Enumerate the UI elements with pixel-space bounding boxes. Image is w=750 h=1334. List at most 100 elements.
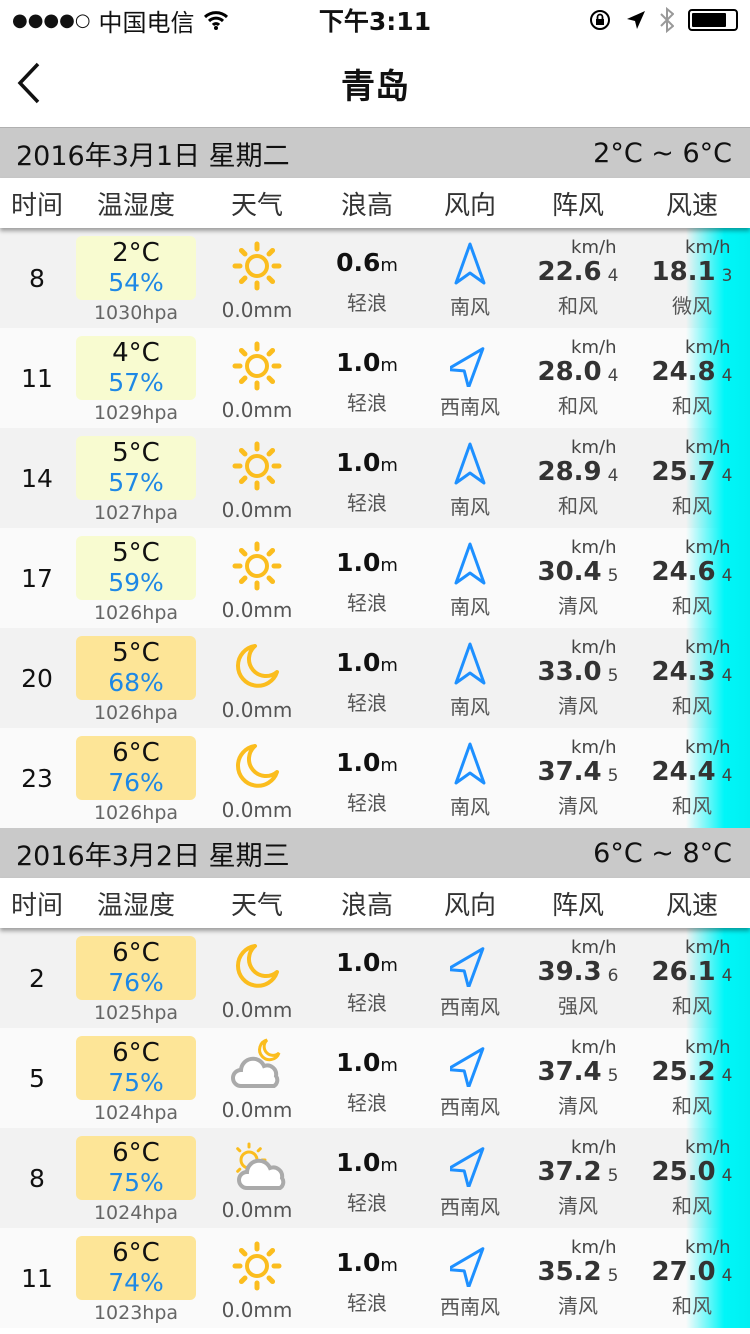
wave-unit: m xyxy=(380,555,398,576)
speed-unit: km/h xyxy=(685,537,731,558)
wind-direction-arrow-icon xyxy=(450,346,485,387)
forecast-row[interactable]: 11 4°C 57% 1029hpa 0.0mm 1.0m 轻浪 西南风 km/h 28… xyxy=(0,328,750,428)
gust-value: 30.4 xyxy=(537,557,602,587)
speed-desc: 微风 xyxy=(671,294,712,318)
gust-level: 5 xyxy=(607,666,619,686)
gust-desc: 强风 xyxy=(557,994,598,1018)
forecast-row[interactable]: 14 5°C 57% 1027hpa 0.0mm 1.0m 轻浪 南风 km/h 28.… xyxy=(0,428,750,528)
temp-humidity-box: 2°C 54% xyxy=(76,236,196,300)
sun-icon xyxy=(232,541,282,591)
wind-direction: 南风 xyxy=(450,794,490,819)
forecast-row[interactable]: 17 5°C 59% 1026hpa 0.0mm 1.0m 轻浪 南风 km/h 30.… xyxy=(0,528,750,628)
speed-value: 26.1 xyxy=(651,957,716,987)
wind-direction-arrow-icon xyxy=(450,1046,485,1087)
temperature: 6°C xyxy=(112,1138,160,1168)
hour: 23 xyxy=(21,763,53,793)
gust-unit: km/h xyxy=(571,1037,617,1058)
forecast-row[interactable]: 8 2°C 54% 1030hpa 0.0mm 0.6m 轻浪 南风 km/h 22.6… xyxy=(0,228,750,328)
day-header: 2016年3月2日 星期三 6°C ~ 8°C xyxy=(0,828,750,878)
speed-value: 25.2 xyxy=(651,1057,716,1087)
gust-unit: km/h xyxy=(571,637,617,658)
gust-value: 39.3 xyxy=(537,957,602,987)
wave-desc: 轻浪 xyxy=(347,491,387,515)
column-header-label: 温湿度 xyxy=(96,190,175,221)
humidity: 74% xyxy=(108,1268,164,1297)
wind-direction: 西南风 xyxy=(440,394,500,419)
humidity: 76% xyxy=(108,768,164,797)
pressure: 1024hpa xyxy=(93,1102,179,1124)
column-header-label: 天气 xyxy=(230,190,283,221)
pressure: 1024hpa xyxy=(93,1202,179,1224)
forecast-row[interactable]: 2 6°C 76% 1025hpa 0.0mm 1.0m 轻浪 西南风 km/h 39.… xyxy=(0,928,750,1028)
precipitation: 0.0mm xyxy=(221,798,293,822)
speed-level: 4 xyxy=(721,566,733,586)
gust-level: 4 xyxy=(607,466,619,486)
temp-humidity-box: 6°C 74% xyxy=(76,1236,196,1300)
wave-value: 1.0 xyxy=(336,548,381,577)
speed-level: 3 xyxy=(721,266,733,286)
humidity: 57% xyxy=(108,368,164,397)
gust-level: 5 xyxy=(607,1066,619,1086)
wave-unit: m xyxy=(380,1055,398,1076)
wave-height: 1.0m xyxy=(336,648,398,677)
wind-direction-arrow-icon xyxy=(454,442,486,484)
column-header-label: 风速 xyxy=(665,890,718,921)
wind-direction-arrow-icon xyxy=(454,542,486,584)
wave-height: 1.0m xyxy=(336,548,398,577)
forecast-row[interactable]: 23 6°C 76% 1026hpa 0.0mm 1.0m 轻浪 南风 km/h 37.… xyxy=(0,728,750,828)
wave-unit: m xyxy=(380,455,398,476)
day-header: 2016年3月1日 星期二 2°C ~ 6°C xyxy=(0,128,750,178)
wave-value: 1.0 xyxy=(336,648,381,677)
humidity: 68% xyxy=(108,668,164,697)
forecast-row[interactable]: 8 6°C 75% 1024hpa 0.0mm 1.0m 轻浪 西南风 km/h 37.… xyxy=(0,1128,750,1228)
temperature: 6°C xyxy=(112,1038,160,1068)
column-header: 时间 温湿度 天气 浪高 风向 阵风 风速 xyxy=(0,878,750,928)
speed-unit: km/h xyxy=(685,337,731,358)
wave-value: 0.6 xyxy=(336,248,381,277)
precipitation: 0.0mm xyxy=(221,298,293,322)
gust-desc: 和风 xyxy=(557,394,598,418)
speed-unit: km/h xyxy=(685,637,731,658)
forecast-row[interactable]: 11 6°C 74% 1023hpa 0.0mm 1.0m 轻浪 西南风 km/h 35… xyxy=(0,1228,750,1328)
wave-unit: m xyxy=(380,1255,398,1276)
speed-unit: km/h xyxy=(685,1137,731,1158)
wave-height: 0.6m xyxy=(336,248,398,277)
speed-level: 4 xyxy=(721,1266,733,1286)
carrier: 中国电信 xyxy=(98,8,195,37)
wave-desc: 轻浪 xyxy=(347,291,387,315)
gust-desc: 清风 xyxy=(557,1094,598,1118)
temperature: 2°C xyxy=(112,238,160,268)
humidity: 75% xyxy=(108,1168,164,1197)
back-chevron-icon[interactable] xyxy=(14,60,44,106)
wave-value: 1.0 xyxy=(336,1248,381,1277)
gust-unit: km/h xyxy=(571,437,617,458)
wave-desc: 轻浪 xyxy=(347,1291,387,1315)
wind-direction: 西南风 xyxy=(440,1194,500,1219)
wave-desc: 轻浪 xyxy=(347,1091,387,1115)
gust-desc: 和风 xyxy=(557,294,598,318)
day-temp-range: 2°C ~ 6°C xyxy=(593,137,732,169)
column-header: 时间 温湿度 天气 浪高 风向 阵风 风速 xyxy=(0,178,750,228)
gust-value: 33.0 xyxy=(537,657,602,687)
temp-humidity-box: 5°C 57% xyxy=(76,436,196,500)
forecast-list[interactable]: 2016年3月1日 星期二 2°C ~ 6°C 时间 温湿度 天气 浪高 风向 阵风 风速 8 … xyxy=(0,128,750,1328)
rotation-lock-icon xyxy=(590,10,610,30)
sun-icon xyxy=(232,241,282,291)
temperature: 5°C xyxy=(112,638,160,668)
gust-value: 28.9 xyxy=(537,457,602,487)
forecast-row[interactable]: 5 6°C 75% 1024hpa 0.0mm 1.0m 轻浪 西南风 km/h 37.… xyxy=(0,1028,750,1128)
wave-unit: m xyxy=(380,255,398,276)
speed-level: 4 xyxy=(721,766,733,786)
column-header-label: 温湿度 xyxy=(96,890,175,921)
precipitation: 0.0mm xyxy=(221,398,293,422)
speed-desc: 和风 xyxy=(671,594,712,618)
pressure: 1026hpa xyxy=(93,802,179,824)
speed-value: 24.8 xyxy=(651,357,716,387)
gust-unit: km/h xyxy=(571,237,617,258)
wind-direction: 南风 xyxy=(450,594,490,619)
precipitation: 0.0mm xyxy=(221,698,293,722)
forecast-row[interactable]: 20 5°C 68% 1026hpa 0.0mm 1.0m 轻浪 南风 km/h 33.… xyxy=(0,628,750,728)
humidity: 54% xyxy=(108,268,164,297)
status-bar: ●●●●○ 中国电信 下午3:11 xyxy=(0,0,750,40)
gust-desc: 清风 xyxy=(557,1194,598,1218)
